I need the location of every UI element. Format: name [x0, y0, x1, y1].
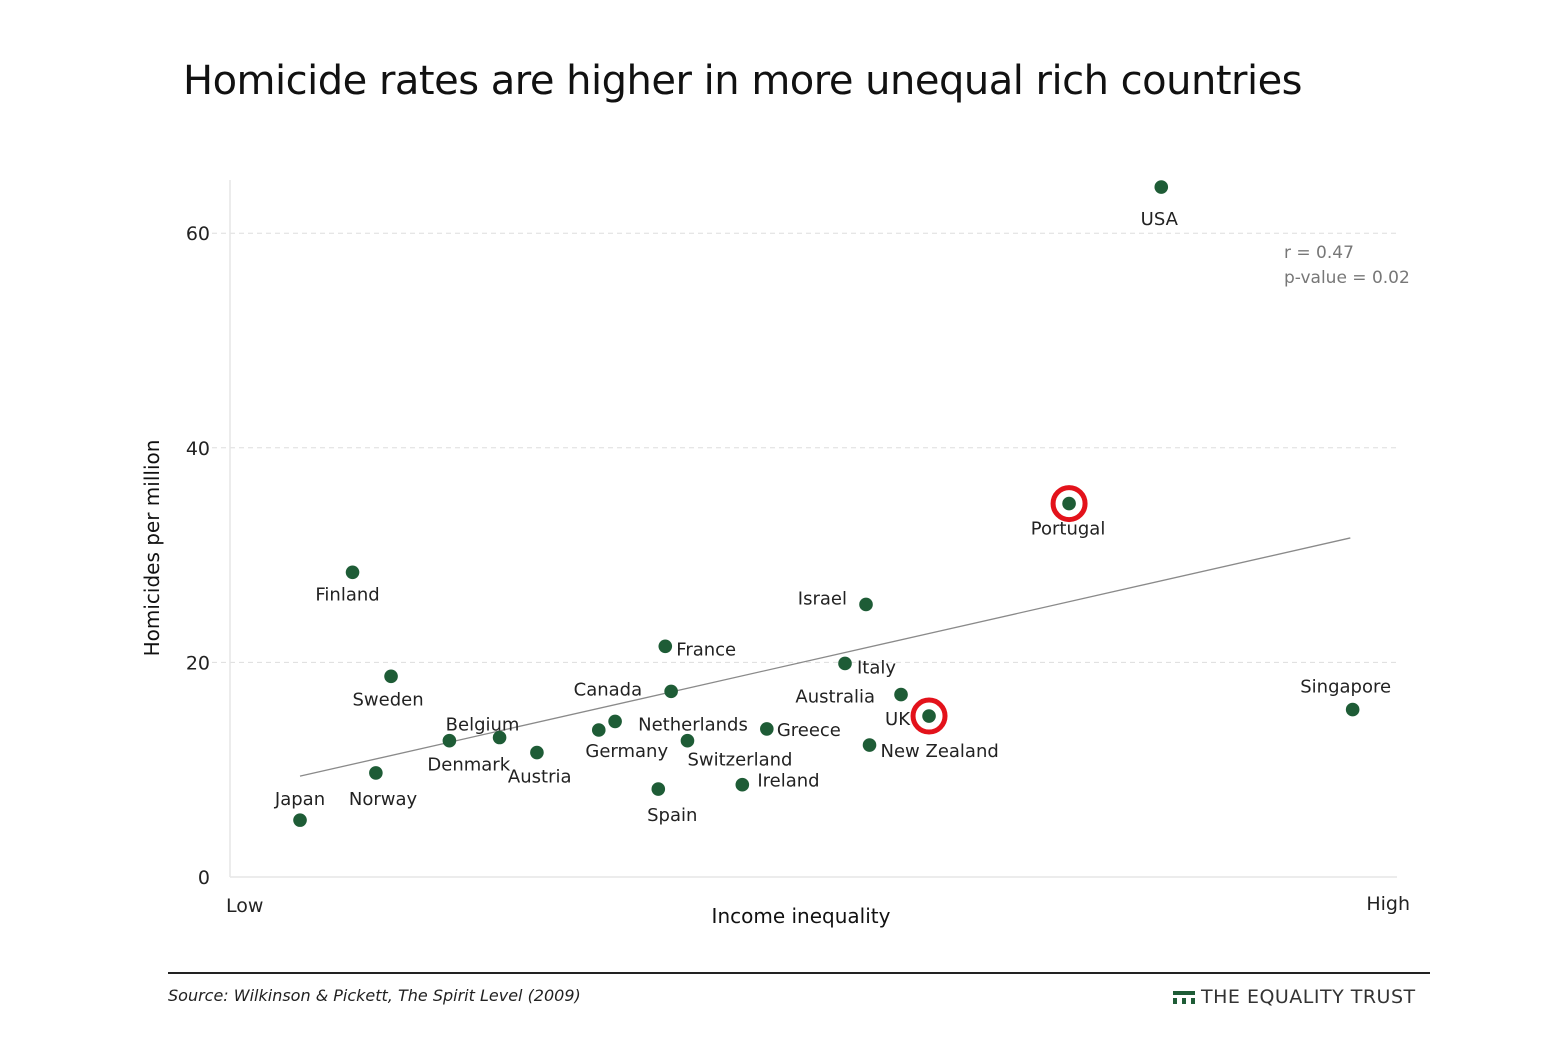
- point-label-finland: Finland: [315, 584, 379, 605]
- y-tick-label: 0: [198, 867, 210, 889]
- point-belgium: [492, 730, 507, 745]
- point-denmark: [442, 733, 457, 748]
- point-label-germany: Germany: [585, 741, 668, 762]
- chart-title: Homicide rates are higher in more unequa…: [183, 58, 1303, 104]
- trend-line: [299, 537, 1351, 777]
- highlight-ring-portugal: [1050, 485, 1088, 523]
- point-singapore: [1345, 702, 1360, 717]
- point-norway: [369, 766, 383, 780]
- point-label-japan: Japan: [274, 789, 325, 810]
- point-switzerland: [680, 733, 695, 748]
- point-label-sweden: Sweden: [352, 689, 423, 710]
- point-france: [658, 639, 673, 654]
- y-tick-label: 40: [186, 438, 210, 460]
- point-canada: [664, 684, 678, 699]
- point-greece: [760, 722, 774, 736]
- point-label-australia: Australia: [795, 687, 875, 708]
- point-label-greece: Greece: [777, 720, 841, 741]
- point-label-singapore: Singapore: [1300, 677, 1391, 698]
- x-tick-low: Low: [226, 895, 263, 917]
- point-finland: [345, 565, 360, 580]
- equality-trust-logo-icon: [1173, 989, 1195, 1005]
- correlation-annotation: r = 0.47: [1284, 243, 1354, 263]
- point-label-spain: Spain: [647, 805, 697, 826]
- brand-name: THE EQUALITY TRUST: [1201, 986, 1416, 1008]
- point-portugal: [1062, 496, 1076, 511]
- source-note: Source: Wilkinson & Pickett, The Spirit …: [168, 986, 581, 1005]
- point-label-new-zealand: New Zealand: [881, 741, 999, 762]
- point-germany: [591, 723, 606, 737]
- point-label-israel: Israel: [798, 588, 847, 609]
- point-netherlands: [608, 714, 622, 729]
- point-label-portugal: Portugal: [1031, 519, 1106, 540]
- y-tick-label: 20: [186, 652, 210, 674]
- point-label-norway: Norway: [349, 789, 418, 810]
- data-points: [293, 180, 1360, 827]
- point-italy: [838, 656, 852, 671]
- y-tick-label: 60: [186, 223, 210, 245]
- point-sweden: [384, 669, 398, 684]
- point-label-usa: USA: [1141, 209, 1179, 230]
- point-label-canada: Canada: [574, 679, 643, 700]
- point-australia: [894, 687, 908, 702]
- pvalue-annotation: p-value = 0.02: [1284, 268, 1410, 288]
- footer-divider: [168, 972, 1430, 974]
- point-label-italy: Italy: [857, 657, 896, 678]
- point-spain: [651, 782, 666, 796]
- point-usa: [1154, 180, 1169, 194]
- point-austria: [530, 745, 544, 760]
- point-ireland: [735, 777, 750, 792]
- point-label-france: France: [676, 639, 736, 660]
- highlight-ring-uk: [910, 697, 948, 735]
- point-israel: [859, 597, 873, 612]
- point-label-ireland: Ireland: [757, 771, 819, 792]
- point-label-uk: UK: [885, 709, 911, 730]
- x-tick-high: High: [1366, 893, 1410, 915]
- point-label-denmark: Denmark: [427, 755, 510, 776]
- point-label-switzerland: Switzerland: [687, 750, 792, 771]
- brand: THE EQUALITY TRUST: [1173, 986, 1416, 1008]
- x-axis-label: Income inequality: [712, 904, 891, 928]
- y-ticks: 0 20 40 60: [186, 223, 210, 889]
- y-axis-label: Homicides per million: [140, 440, 164, 657]
- point-label-netherlands: Netherlands: [638, 714, 748, 735]
- point-uk: [922, 709, 936, 723]
- point-label-belgium: Belgium: [446, 715, 520, 736]
- point-label-austria: Austria: [508, 767, 572, 788]
- point-new-zealand: [862, 738, 877, 752]
- scatter-chart: 0 20 40 60 Japan Finland Norway Sweden Denmark B…: [140, 180, 1410, 928]
- point-japan: [293, 813, 307, 827]
- point-labels: Japan Finland Norway Sweden Denmark Belgium Au…: [274, 209, 1391, 826]
